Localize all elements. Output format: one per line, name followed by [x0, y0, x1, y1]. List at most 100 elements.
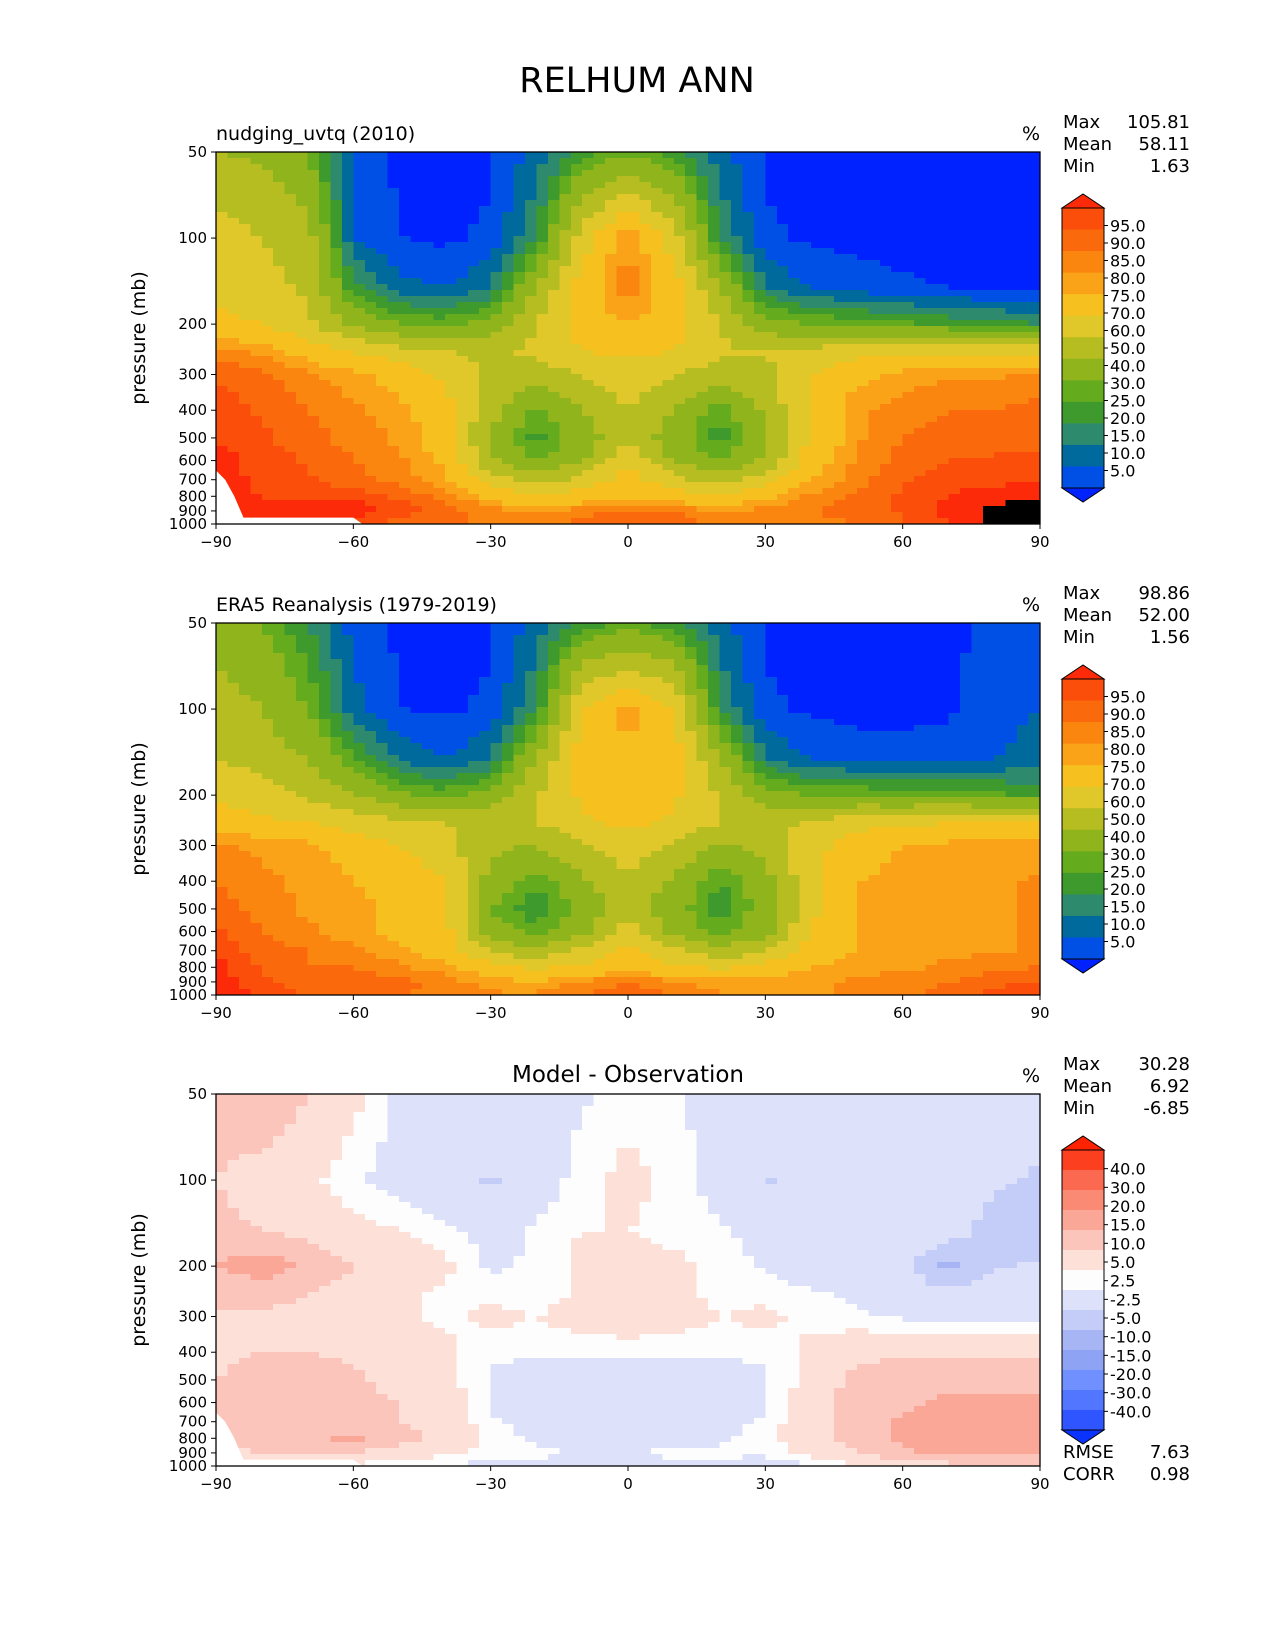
contour-cell	[364, 947, 412, 954]
contour-cell	[776, 1424, 835, 1431]
contour-cell	[673, 713, 686, 720]
contour-cell	[319, 272, 332, 279]
contour-cell	[353, 266, 366, 273]
metric-corr-value: 0.98	[1150, 1464, 1190, 1485]
contour-cell	[341, 707, 366, 714]
contour-cell	[216, 164, 263, 171]
contour-cell	[502, 284, 515, 291]
contour-cell	[742, 635, 766, 642]
contour-cell	[410, 470, 446, 477]
contour-cell	[364, 1094, 389, 1101]
contour-cell	[490, 911, 526, 918]
contour-cell	[216, 200, 297, 207]
contour-cell	[525, 302, 549, 309]
contour-cell	[605, 1184, 652, 1191]
contour-cell	[570, 767, 686, 774]
contour-cell	[547, 641, 572, 648]
contour-cell	[776, 1310, 869, 1317]
contour-cell	[650, 158, 675, 165]
contour-cell	[536, 278, 560, 285]
contour-cell	[238, 470, 309, 477]
contour-cell	[261, 242, 320, 249]
contour-cell	[582, 719, 618, 726]
contour-cell	[364, 725, 389, 732]
contour-cell	[536, 755, 560, 762]
contour-cell	[216, 1298, 297, 1305]
contour-cell	[673, 737, 698, 744]
contour-cell	[719, 170, 744, 177]
contour-cell	[582, 683, 675, 690]
colorbar-segment	[1062, 466, 1104, 489]
contour-cell	[479, 1178, 503, 1185]
contour-cell	[284, 1256, 343, 1263]
contour-cell	[536, 749, 560, 756]
contour-cell	[696, 446, 732, 453]
contour-cell	[696, 683, 709, 690]
contour-cell	[753, 683, 778, 690]
x-tick-label: −90	[200, 533, 232, 551]
contour-cell	[616, 446, 641, 453]
contour-cell	[685, 1112, 1040, 1119]
contour-cell	[216, 839, 309, 846]
contour-cell	[387, 815, 538, 822]
contour-cell	[685, 512, 824, 519]
contour-cell	[662, 917, 698, 924]
contour-cell	[513, 953, 549, 960]
contour-cell	[513, 941, 549, 948]
contour-cell	[513, 671, 526, 678]
contour-cell	[456, 1358, 515, 1365]
contour-cell	[708, 629, 732, 636]
contour-cell	[742, 170, 766, 177]
contour-cell	[525, 1316, 538, 1323]
contour-cell	[490, 959, 595, 966]
contour-cell	[685, 1250, 744, 1257]
contour-cell	[353, 635, 389, 642]
contour-cell	[399, 677, 480, 684]
y-tick-label: 1000	[169, 1457, 207, 1475]
contour-cell	[868, 416, 938, 423]
contour-cell	[673, 260, 686, 267]
contour-cell	[273, 1274, 343, 1281]
contour-cell	[422, 1208, 549, 1215]
contour-cell	[502, 236, 515, 243]
contour-cell	[753, 737, 789, 744]
contour-cell	[216, 1388, 377, 1395]
contour-cell	[387, 647, 492, 654]
contour-cell	[216, 1172, 332, 1179]
contour-cell	[559, 428, 595, 435]
contour-cell	[273, 977, 412, 984]
contour-cell	[799, 494, 847, 501]
contour-cell	[822, 899, 858, 906]
contour-cell	[731, 248, 744, 255]
stat-max-value: 30.28	[1138, 1054, 1190, 1075]
contour-cell	[582, 470, 618, 477]
contour-cell	[753, 242, 812, 249]
contour-cell	[387, 935, 457, 942]
contour-cell	[353, 677, 400, 684]
contour-cell	[330, 206, 343, 213]
contour-cell	[547, 152, 572, 159]
contour-cell	[685, 278, 698, 285]
contour-cell	[525, 308, 549, 315]
contour-cell	[456, 452, 480, 459]
contour-cell	[238, 845, 320, 852]
contour-cell	[456, 827, 560, 834]
contour-cell	[708, 218, 721, 225]
contour-cell	[547, 410, 583, 417]
contour-cell	[364, 1100, 389, 1107]
contour-cell	[536, 188, 549, 195]
contour-cell	[296, 989, 412, 995]
contour-cell	[536, 194, 549, 201]
contour-cell	[330, 683, 343, 690]
contour-cell	[238, 1214, 366, 1221]
contour-cell	[376, 422, 423, 429]
contour-cell	[216, 851, 251, 858]
y-axis-label: pressure (mb)	[128, 1213, 150, 1347]
contour-cell	[216, 941, 240, 948]
stat-min-value: 1.63	[1150, 156, 1190, 177]
contour-cell	[330, 428, 389, 435]
contour-cell	[467, 356, 538, 363]
contour-cell	[307, 164, 320, 171]
contour-cell	[765, 1268, 915, 1275]
contour-cell	[502, 272, 515, 279]
